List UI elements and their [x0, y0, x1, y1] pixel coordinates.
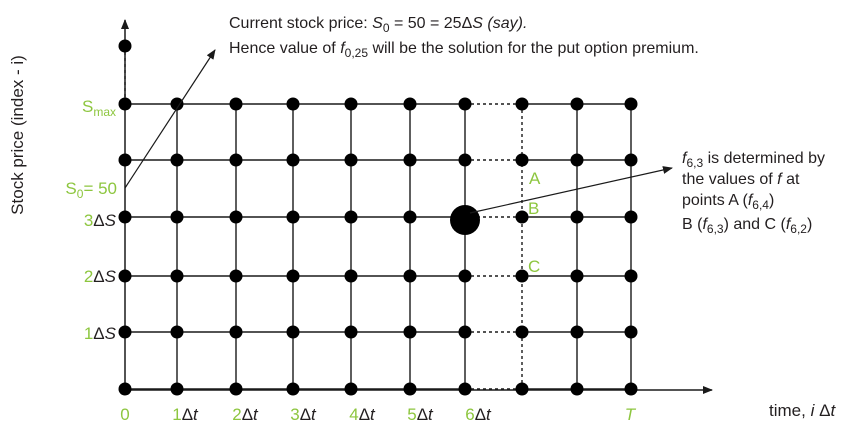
grid-node — [570, 325, 584, 339]
grid-node-upper — [118, 39, 132, 53]
grid-node — [118, 269, 132, 283]
grid-node — [624, 153, 638, 167]
grid-node — [118, 382, 132, 396]
x-axis-title: time, i Δt — [769, 401, 836, 420]
grid-node — [515, 153, 529, 167]
grid-node — [403, 97, 417, 111]
f63-annotation-arrow — [469, 166, 673, 214]
grid-node — [118, 153, 132, 167]
grid-node — [515, 382, 529, 396]
y-label-s0: S0= 50 — [65, 179, 117, 201]
grid-node — [229, 382, 243, 396]
grid-node — [118, 325, 132, 339]
grid-node — [344, 269, 358, 283]
grid-node — [344, 153, 358, 167]
grid-node — [624, 97, 638, 111]
grid-node — [570, 97, 584, 111]
grid-node — [570, 210, 584, 224]
grid-node — [286, 269, 300, 283]
x-label-1dt: 1Δt — [172, 405, 199, 424]
y-label-1ds: 1ΔS — [84, 324, 117, 343]
grid-node — [403, 153, 417, 167]
right-annotation-line2: the values of f at — [682, 171, 800, 188]
grid-node — [515, 210, 529, 224]
grid-node — [403, 325, 417, 339]
grid-node — [229, 325, 243, 339]
grid-node — [344, 97, 358, 111]
grid-node — [515, 97, 529, 111]
point-label-A: A — [529, 169, 541, 188]
grid-node — [458, 325, 472, 339]
top-annotation-line1: Current stock price: S0 = 50 = 25ΔS (say… — [229, 15, 527, 35]
x-label-2dt: 2Δt — [232, 405, 259, 424]
right-annotation-line3: points A (f6,4) — [682, 192, 774, 212]
grid-node — [403, 210, 417, 224]
grid-node — [170, 325, 184, 339]
grid-node — [624, 382, 638, 396]
x-label-T: T — [625, 405, 637, 424]
grid-node — [570, 382, 584, 396]
grid-node — [118, 210, 132, 224]
x-label-4dt: 4Δt — [349, 405, 376, 424]
right-annotation-line1: f6,3 is determined by — [682, 150, 825, 170]
point-label-B: B — [528, 199, 539, 218]
grid-node — [515, 269, 529, 283]
grid-node — [118, 97, 132, 111]
grid-node — [170, 382, 184, 396]
grid-node — [458, 153, 472, 167]
grid-node — [403, 269, 417, 283]
grid-node — [570, 153, 584, 167]
grid-node — [170, 269, 184, 283]
s0-annotation-arrow — [124, 49, 216, 189]
grid-node — [458, 269, 472, 283]
grid-node — [170, 153, 184, 167]
grid-node — [458, 97, 472, 111]
grid-node — [229, 153, 243, 167]
x-label-5dt: 5Δt — [407, 405, 434, 424]
right-annotation-line4: B (f6,3) and C (f6,2) — [682, 216, 812, 236]
grid-node — [624, 269, 638, 283]
grid-node — [403, 382, 417, 396]
grid-lines — [124, 46, 632, 390]
x-label-3dt: 3Δt — [290, 405, 317, 424]
grid-node — [344, 210, 358, 224]
grid-node — [229, 210, 243, 224]
y-label-3ds: 3ΔS — [84, 211, 117, 230]
grid-node — [515, 325, 529, 339]
y-label-smax: Smax — [82, 97, 116, 119]
grid-node — [286, 382, 300, 396]
grid-node — [170, 210, 184, 224]
x-label-0: 0 — [120, 405, 129, 424]
grid-node — [229, 269, 243, 283]
grid-node — [286, 325, 300, 339]
grid-node — [286, 210, 300, 224]
x-label-6dt: 6Δt — [465, 405, 492, 424]
top-annotation-line2: Hence value of f0,25 will be the solutio… — [229, 40, 699, 60]
point-label-C: C — [528, 257, 540, 276]
y-label-2ds: 2ΔS — [84, 267, 117, 286]
highlight-node-f63 — [450, 205, 480, 235]
grid-node — [624, 210, 638, 224]
grid-node — [344, 325, 358, 339]
y-axis-title: Stock price (index - i) — [8, 55, 27, 215]
grid-node — [286, 97, 300, 111]
grid-node — [624, 325, 638, 339]
grid-node — [229, 97, 243, 111]
grid-node — [344, 382, 358, 396]
grid-node — [458, 382, 472, 396]
grid-node — [286, 153, 300, 167]
grid-node — [170, 97, 184, 111]
grid-node — [570, 269, 584, 283]
